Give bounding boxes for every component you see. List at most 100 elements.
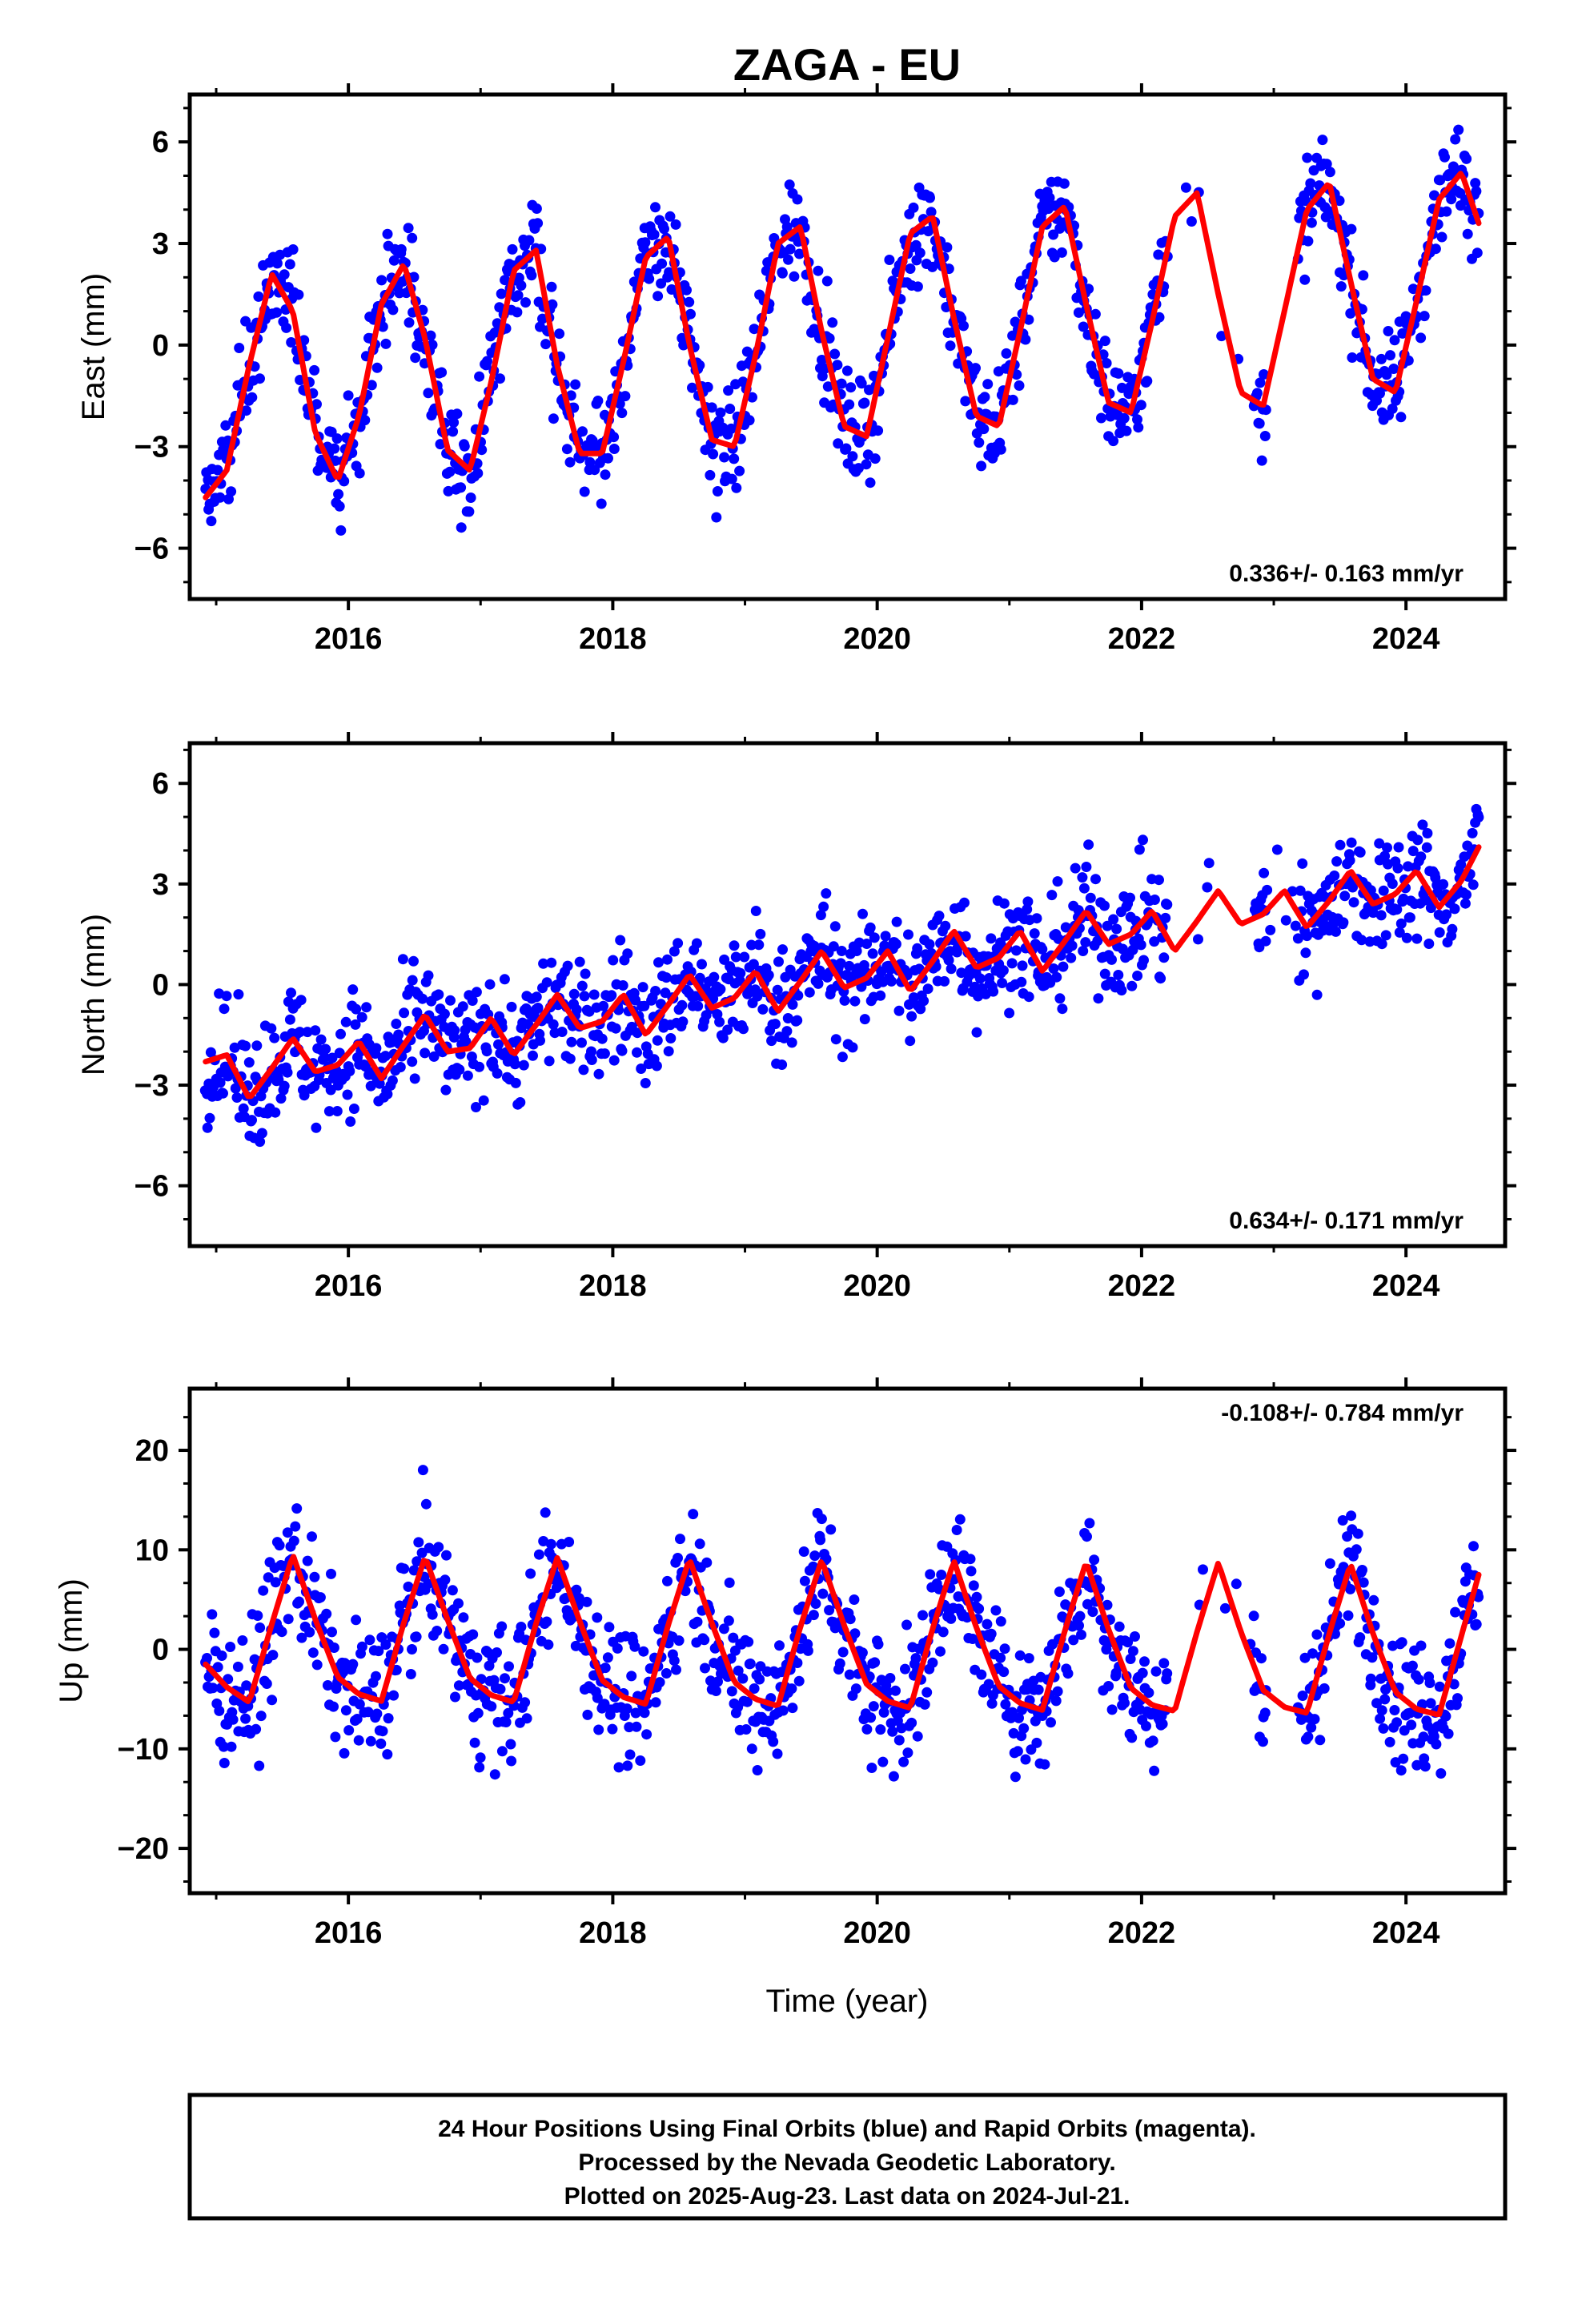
up-data-point xyxy=(834,1658,845,1669)
up-data-point xyxy=(624,1722,635,1733)
north-data-point xyxy=(1331,926,1341,937)
up-data-point xyxy=(399,1563,410,1574)
east-data-point xyxy=(685,308,696,320)
up-data-point xyxy=(328,1642,339,1653)
up-data-point xyxy=(966,1566,977,1577)
north-data-point xyxy=(836,946,847,956)
north-data-point xyxy=(786,1037,797,1048)
up-data-point xyxy=(845,1614,856,1625)
north-data-point xyxy=(1081,862,1092,872)
east-data-point xyxy=(659,223,669,235)
up-data-point xyxy=(1127,1646,1138,1657)
up-data-point xyxy=(688,1509,699,1520)
up-data-point xyxy=(420,1498,432,1510)
up-data-point xyxy=(816,1514,827,1525)
north-data-point xyxy=(739,951,750,963)
up-data-point xyxy=(438,1643,449,1655)
north-data-point xyxy=(617,980,628,991)
east-data-point xyxy=(596,498,607,509)
north-data-point xyxy=(738,1023,749,1035)
east-data-point xyxy=(995,444,1006,455)
up-data-point xyxy=(600,1663,611,1674)
up-data-point xyxy=(850,1683,861,1695)
north-data-point xyxy=(763,970,774,981)
up-data-point xyxy=(1324,1558,1335,1569)
north-data-point xyxy=(1467,827,1478,838)
up-data-point xyxy=(309,1571,320,1582)
north-data-point xyxy=(1387,879,1398,889)
north-data-point xyxy=(1473,812,1484,822)
north-data-point xyxy=(231,1092,243,1103)
north-data-point xyxy=(1380,930,1391,941)
up-data-point xyxy=(881,1687,893,1698)
up-data-point xyxy=(1418,1731,1429,1743)
up-data-point xyxy=(500,1673,510,1684)
up-x-tick-label: 2022 xyxy=(1108,1916,1176,1950)
up-data-point xyxy=(1378,1723,1389,1734)
up-data-point xyxy=(635,1755,646,1766)
north-data-point xyxy=(787,999,798,1010)
east-data-point xyxy=(841,365,853,376)
north-data-point xyxy=(865,922,876,933)
east-data-point xyxy=(702,381,713,392)
east-y-tick-label: 6 xyxy=(152,126,169,159)
up-data-point xyxy=(219,1758,230,1768)
north-data-point xyxy=(484,979,496,990)
north-data-point xyxy=(746,939,757,951)
up-data-point xyxy=(1076,1629,1086,1640)
up-data-point xyxy=(786,1683,797,1695)
north-data-point xyxy=(1423,939,1435,949)
north-data-point xyxy=(1348,897,1359,908)
north-data-point xyxy=(1329,870,1340,881)
up-data-point xyxy=(906,1717,917,1728)
east-data-point xyxy=(785,243,796,255)
up-data-point xyxy=(520,1697,531,1708)
north-data-point xyxy=(616,1045,628,1056)
up-data-point xyxy=(622,1760,633,1771)
up-data-point xyxy=(543,1639,554,1651)
north-data-point xyxy=(821,888,832,899)
north-data-point xyxy=(391,1019,402,1029)
north-data-point xyxy=(564,1053,576,1064)
up-data-point xyxy=(661,1668,672,1679)
north-axis-ticks: 2016 2018 2020 2022 2024 −6 −3 0 3 6 xyxy=(135,732,1516,1303)
north-data-point xyxy=(772,984,783,995)
north-data-point xyxy=(1438,879,1449,890)
up-data-point xyxy=(974,1603,985,1614)
north-data-point xyxy=(408,955,419,967)
east-data-point xyxy=(976,460,987,472)
up-data-point xyxy=(802,1645,813,1656)
up-data-point xyxy=(624,1749,636,1760)
up-data-point xyxy=(472,1652,483,1663)
up-data-point xyxy=(1406,1719,1417,1731)
up-data-point xyxy=(290,1521,301,1532)
up-data-point xyxy=(489,1769,500,1780)
north-data-point xyxy=(319,1052,330,1063)
north-data-point xyxy=(544,1055,555,1067)
up-data-point xyxy=(946,1613,957,1624)
up-y-tick-label: 10 xyxy=(135,1534,169,1567)
up-data-point xyxy=(453,1680,464,1691)
up-data-point xyxy=(1307,1648,1318,1659)
up-data-point xyxy=(1020,1754,1031,1765)
east-data-point xyxy=(1334,195,1345,207)
east-data-point xyxy=(1346,223,1357,235)
east-data-point xyxy=(614,398,625,409)
up-data-point xyxy=(669,1655,680,1667)
up-data-point xyxy=(1139,1656,1150,1667)
north-data-point xyxy=(851,946,862,956)
up-data-point xyxy=(432,1626,443,1636)
north-data-point xyxy=(335,1028,346,1039)
up-data-point xyxy=(202,1653,212,1663)
up-data-point xyxy=(1352,1528,1363,1539)
up-data-point xyxy=(1428,1731,1439,1742)
north-data-point xyxy=(420,1047,431,1059)
north-data-point xyxy=(1054,993,1066,1004)
north-data-point xyxy=(715,983,726,995)
up-data-point xyxy=(1149,1765,1160,1776)
footer-frame xyxy=(187,2093,1508,2221)
up-data-point xyxy=(724,1577,735,1588)
east-data-point xyxy=(496,288,507,300)
east-data-point xyxy=(600,469,611,480)
